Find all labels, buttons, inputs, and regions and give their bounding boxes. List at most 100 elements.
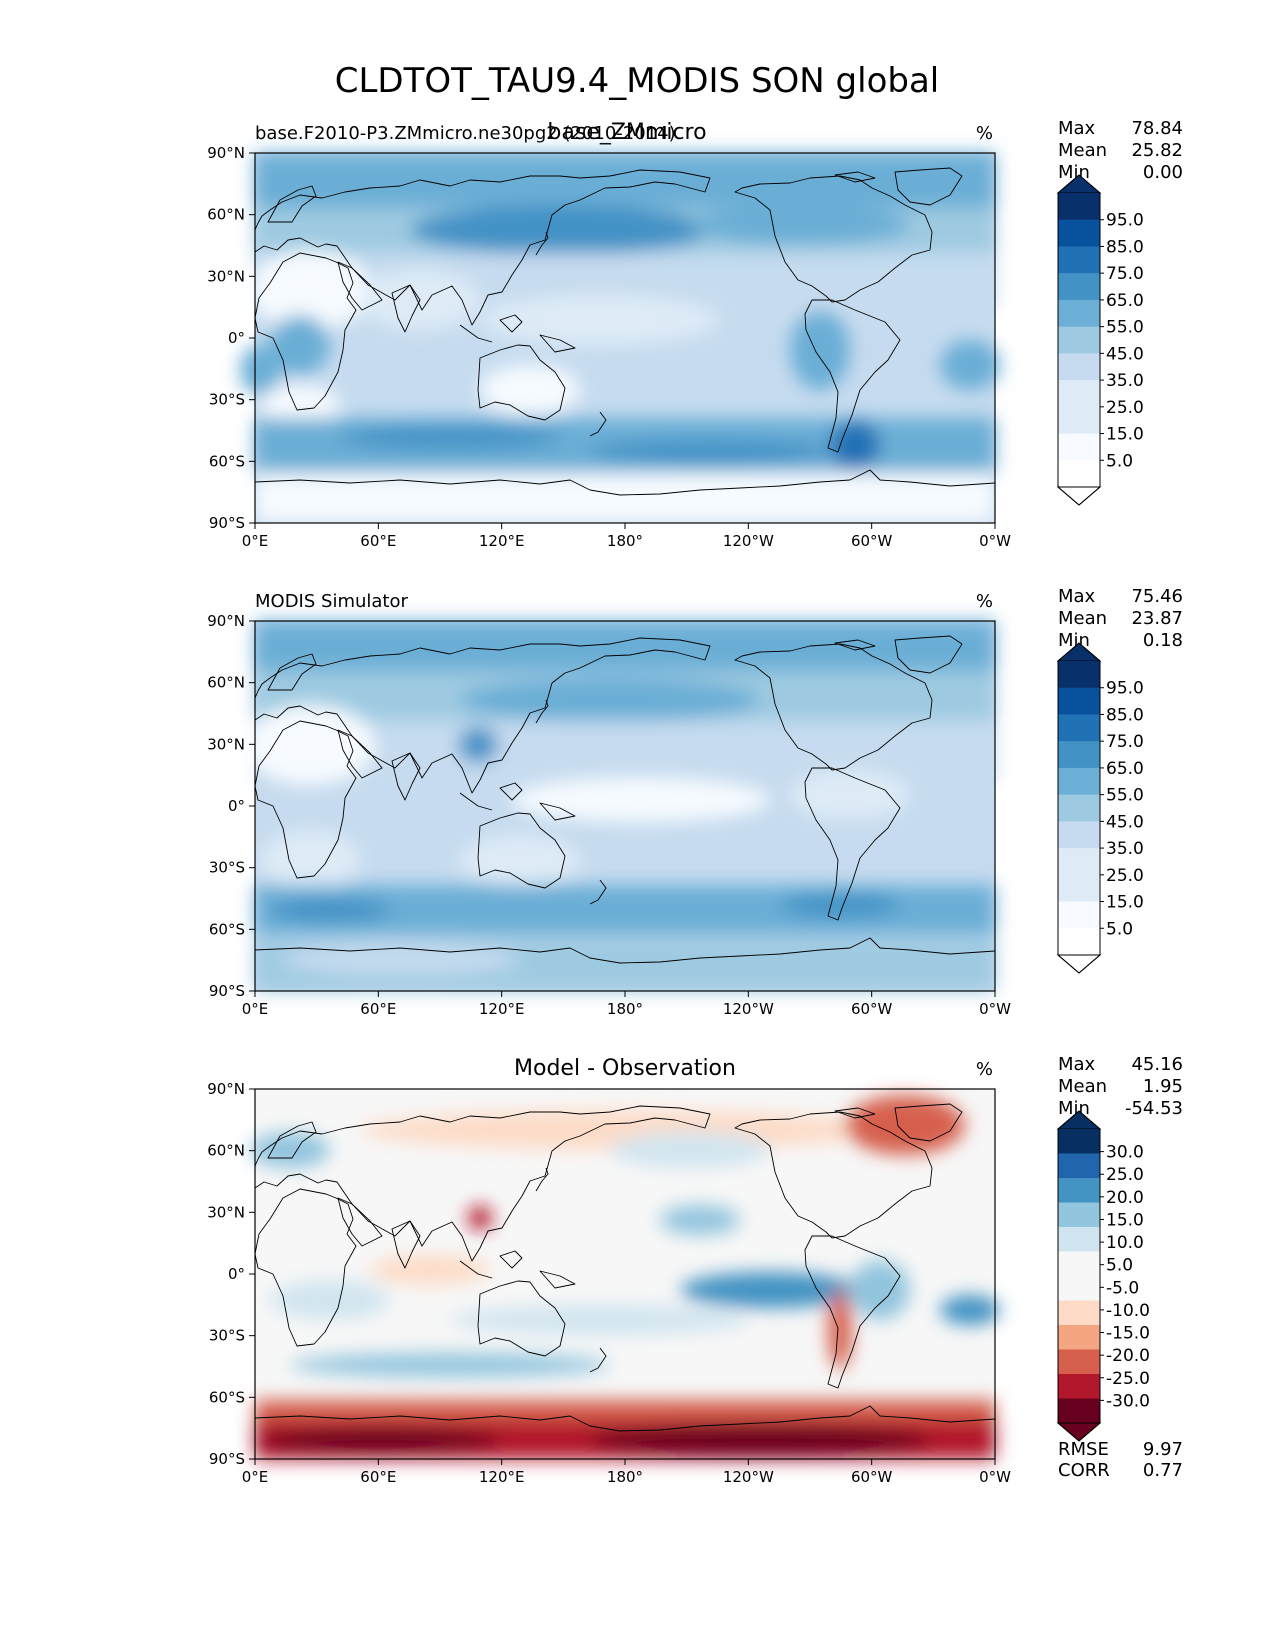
colorbar-outline bbox=[1057, 174, 1101, 506]
colorbar-label: 65.0 bbox=[1106, 291, 1144, 311]
colorbar-segment bbox=[1058, 1129, 1100, 1154]
colorbar-label: 65.0 bbox=[1106, 759, 1144, 779]
lon-tick-label: 60°E bbox=[360, 532, 396, 550]
stat-value-min: 0.00 bbox=[1143, 162, 1183, 183]
lon-tick-label: 180° bbox=[607, 1468, 643, 1486]
lon-tick-label: 60°E bbox=[360, 1468, 396, 1486]
stat-label-mean: Mean bbox=[1058, 140, 1107, 161]
panel-reference-field bbox=[245, 621, 995, 991]
colorbar-label: 25.0 bbox=[1106, 1165, 1144, 1185]
stat-label-max: Max bbox=[1058, 1054, 1096, 1075]
colorbar-label: 75.0 bbox=[1106, 264, 1144, 284]
panel-difference-stats: Max 45.16 Mean 1.95 Min -54.53 bbox=[1058, 1054, 1183, 1119]
lon-tick-label: 120°W bbox=[723, 1468, 774, 1486]
colorbar-label: 15.0 bbox=[1106, 893, 1144, 913]
lon-tick-label: 120°W bbox=[723, 1000, 774, 1018]
colorbar-segment bbox=[1058, 380, 1100, 408]
lon-tick-label: 0°E bbox=[242, 532, 269, 550]
colorbar-label: 15.0 bbox=[1106, 1210, 1144, 1230]
colorbar-segment bbox=[1058, 741, 1100, 769]
lon-tick-label: 120°E bbox=[479, 1000, 525, 1018]
corr-label: CORR bbox=[1058, 1460, 1110, 1481]
colorbar-segment bbox=[1058, 460, 1100, 488]
lon-tick-label: 0°W bbox=[979, 1000, 1011, 1018]
colorbar-segment bbox=[1058, 1251, 1100, 1277]
colorbar-segment bbox=[1058, 821, 1100, 849]
colorbar-label: 55.0 bbox=[1106, 786, 1144, 806]
lat-tick-label: 90°S bbox=[209, 982, 245, 1000]
rmse-value: 9.97 bbox=[1143, 1439, 1183, 1460]
colorbar-segment bbox=[1058, 687, 1100, 715]
colorbar-segment bbox=[1058, 1202, 1100, 1228]
colorbar-label: 85.0 bbox=[1106, 237, 1144, 257]
lat-tick-label: 30°N bbox=[207, 735, 245, 753]
colorbar-label: 15.0 bbox=[1106, 425, 1144, 445]
colorbar-label: 95.0 bbox=[1106, 211, 1144, 231]
lat-tick-label: 60°S bbox=[209, 452, 245, 470]
lon-tick-label: 0°E bbox=[242, 1468, 269, 1486]
lon-tick-label: 120°W bbox=[723, 532, 774, 550]
panel-test-title-left: base.F2010-P3.ZMmicro.ne30pg2 (2010-2014… bbox=[255, 123, 676, 144]
stat-label-mean: Mean bbox=[1058, 608, 1107, 629]
lon-tick-label: 180° bbox=[607, 532, 643, 550]
colorbar-segment bbox=[1058, 661, 1100, 689]
colorbar-label: -25.0 bbox=[1106, 1369, 1150, 1389]
panel-difference: Model - Observation % bbox=[207, 1054, 1183, 1486]
lon-tick-label: 0°W bbox=[979, 532, 1011, 550]
lon-tick-label: 60°E bbox=[360, 1000, 396, 1018]
colorbar-label: 25.0 bbox=[1106, 866, 1144, 886]
panel-difference-field bbox=[250, 1089, 1000, 1459]
colorbar-label: 55.0 bbox=[1106, 318, 1144, 338]
lat-tick-label: 30°S bbox=[209, 859, 245, 877]
stat-value-max: 78.84 bbox=[1131, 118, 1183, 139]
colorbar-segment bbox=[1058, 299, 1100, 328]
panel-reference-ticks: 90°N 60°N 30°N 0° 30°S 60°S 90°S 0°E 60°E 120°E 1… bbox=[207, 612, 1011, 1018]
colorbar-segment bbox=[1058, 193, 1100, 221]
colorbar-segment bbox=[1058, 874, 1100, 903]
colorbar-label: 5.0 bbox=[1106, 1256, 1133, 1276]
colorbar-label: 45.0 bbox=[1106, 344, 1144, 364]
panel-reference-units: % bbox=[976, 591, 993, 612]
stat-value-max: 75.46 bbox=[1131, 586, 1183, 607]
panel-reference-stats: Max 75.46 Mean 23.87 Min 0.18 bbox=[1058, 586, 1183, 651]
lat-tick-label: 90°S bbox=[209, 514, 245, 532]
colorbar-segment bbox=[1058, 326, 1100, 354]
colorbar-label: -10.0 bbox=[1106, 1301, 1150, 1321]
figure-title: CLDTOT_TAU9.4_MODIS SON global bbox=[335, 61, 939, 101]
colorbar-label: 25.0 bbox=[1106, 398, 1144, 418]
colorbar-segment bbox=[1058, 1178, 1100, 1203]
panel-test: base.F2010-P3.ZMmicro.ne30pg2 (2010-2014… bbox=[207, 118, 1183, 550]
colorbar-segment bbox=[1058, 433, 1100, 461]
colorbar-label: 20.0 bbox=[1106, 1188, 1144, 1208]
colorbar-label: 10.0 bbox=[1106, 1233, 1144, 1253]
stat-value-min: -54.53 bbox=[1125, 1098, 1183, 1119]
stat-value-min: 0.18 bbox=[1143, 630, 1183, 651]
colorbar-extend-bottom bbox=[1056, 486, 1102, 506]
colorbar-segment bbox=[1058, 1276, 1100, 1301]
panel-difference-metrics: RMSE 9.97 CORR 0.77 bbox=[1058, 1439, 1183, 1481]
panel-reference-colorbar: 95.0 85.0 75.0 65.0 55.0 45.0 35.0 25.0 15.0 5.0 bbox=[1056, 642, 1144, 974]
colorbar-segment bbox=[1058, 1153, 1100, 1179]
stat-value-max: 45.16 bbox=[1131, 1054, 1183, 1075]
colorbar-label: 35.0 bbox=[1106, 839, 1144, 859]
colorbar-segment bbox=[1058, 1325, 1100, 1350]
stat-label-max: Max bbox=[1058, 586, 1096, 607]
colorbar-segment bbox=[1058, 353, 1100, 381]
colorbar-segment bbox=[1058, 1398, 1100, 1424]
colorbar-segment bbox=[1058, 928, 1100, 956]
panel-test-field bbox=[240, 153, 1000, 523]
panel-difference-ticks: 90°N 60°N 30°N 0° 30°S 60°S 90°S 0°E 60°E 120°E 1… bbox=[207, 1080, 1011, 1486]
colorbar-label: 95.0 bbox=[1106, 679, 1144, 699]
colorbar-segment bbox=[1058, 406, 1100, 435]
colorbar-segment bbox=[1058, 901, 1100, 929]
colorbar-segment bbox=[1058, 273, 1100, 301]
panel-difference-title-center: Model - Observation bbox=[514, 1056, 736, 1081]
lon-tick-label: 60°W bbox=[851, 1468, 893, 1486]
lat-tick-label: 30°S bbox=[209, 1327, 245, 1345]
panel-test-ticks: 90°N 60°N 30°N 0° 30°S 60°S 90°S 0°E 60°E 120°E 1… bbox=[207, 144, 1011, 550]
lon-tick-label: 120°E bbox=[479, 1468, 525, 1486]
colorbar-segment bbox=[1058, 219, 1100, 247]
colorbar-segment bbox=[1058, 246, 1100, 274]
panel-reference: MODIS Simulator % bbox=[207, 586, 1183, 1018]
colorbar-segment bbox=[1058, 1227, 1100, 1252]
